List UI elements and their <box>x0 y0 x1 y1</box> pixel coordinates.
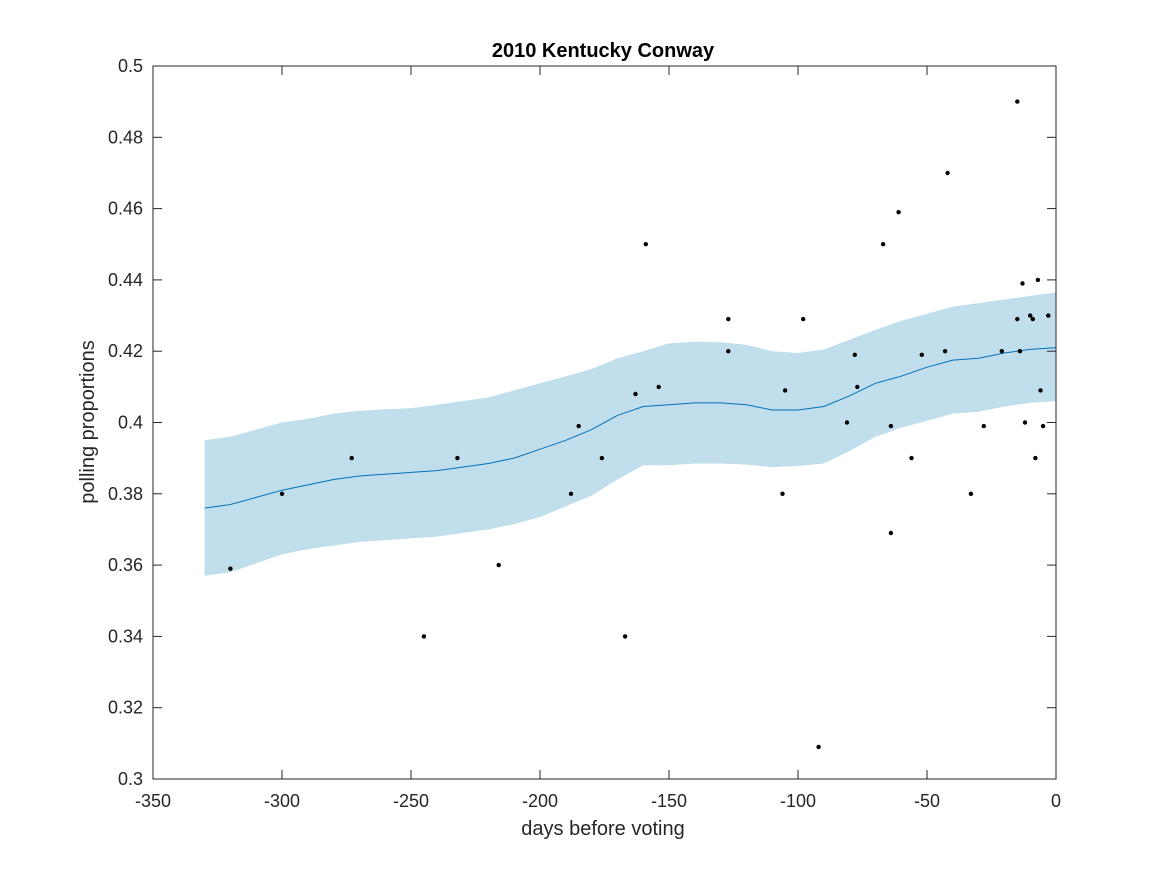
y-tick-label: 0.44 <box>108 270 143 290</box>
y-axis-label: polling proportions <box>77 340 99 503</box>
data-point <box>228 566 233 571</box>
x-tick-label: -150 <box>651 791 687 811</box>
data-point <box>1038 388 1043 393</box>
data-point <box>1030 316 1036 322</box>
data-point <box>622 634 628 639</box>
data-point <box>633 391 638 397</box>
trend-line-layer <box>204 347 1057 509</box>
data-point <box>1015 99 1020 104</box>
data-point <box>568 491 574 496</box>
data-point <box>1033 455 1038 461</box>
data-point <box>496 562 501 568</box>
data-point <box>1022 420 1028 425</box>
data-point <box>981 423 986 429</box>
data-point <box>576 423 581 429</box>
x-tick-label: -50 <box>914 791 940 811</box>
data-point <box>888 530 894 536</box>
data-point <box>726 349 731 354</box>
data-point <box>1040 423 1046 429</box>
data-point <box>421 634 427 639</box>
data-point <box>455 455 460 461</box>
data-point <box>1015 316 1020 322</box>
confidence-band <box>204 292 1057 576</box>
data-point <box>855 384 860 390</box>
data-point <box>909 455 914 461</box>
data-point <box>816 744 821 750</box>
data-point <box>844 420 850 425</box>
data-point <box>852 352 857 357</box>
x-tick-label: -250 <box>393 791 429 811</box>
data-point <box>349 455 354 461</box>
data-point <box>1020 281 1025 286</box>
data-point <box>726 316 731 322</box>
x-tick-label: -350 <box>135 791 171 811</box>
data-point <box>279 491 285 496</box>
y-axis: 0.3 0.32 0.34 0.36 0.38 0.4 0.42 0.44 0.46 0.48 0.… <box>108 56 1056 789</box>
trend-line <box>204 347 1057 509</box>
data-point <box>782 388 788 393</box>
x-tick-label: -200 <box>522 791 558 811</box>
data-point <box>888 423 894 429</box>
data-point <box>780 491 785 496</box>
data-point <box>999 349 1004 354</box>
data-point <box>801 316 806 322</box>
data-point <box>643 242 648 247</box>
chart-title: 2010 Kentucky Conway <box>492 40 715 62</box>
data-point <box>599 455 605 461</box>
y-tick-label: 0.48 <box>108 127 143 147</box>
x-tick-label: 0 <box>1051 791 1061 811</box>
y-tick-label: 0.46 <box>108 199 143 219</box>
data-point <box>880 242 886 247</box>
data-point <box>896 210 901 215</box>
data-point <box>656 384 661 390</box>
confidence-band-layer <box>204 292 1057 576</box>
y-tick-label: 0.42 <box>108 341 143 361</box>
data-point <box>945 170 950 176</box>
data-point <box>942 349 948 354</box>
data-point <box>968 491 974 496</box>
x-axis-label: days before voting <box>521 818 684 840</box>
x-axis: -350 -300 -250 -200 -150 -100 -50 0 <box>135 66 1061 811</box>
y-tick-label: 0.5 <box>118 56 143 76</box>
y-tick-label: 0.38 <box>108 484 143 504</box>
data-point <box>1035 277 1041 283</box>
x-tick-label: -300 <box>264 791 300 811</box>
y-tick-label: 0.32 <box>108 698 143 718</box>
y-tick-label: 0.4 <box>118 413 143 433</box>
data-point <box>1017 349 1023 354</box>
data-point <box>919 352 924 357</box>
y-tick-label: 0.34 <box>108 626 143 646</box>
x-tick-label: -100 <box>780 791 816 811</box>
y-tick-label: 0.3 <box>118 769 143 789</box>
data-points-layer <box>228 99 1051 750</box>
data-point <box>1046 313 1051 318</box>
y-tick-label: 0.36 <box>108 555 143 575</box>
data-point <box>1028 313 1033 318</box>
